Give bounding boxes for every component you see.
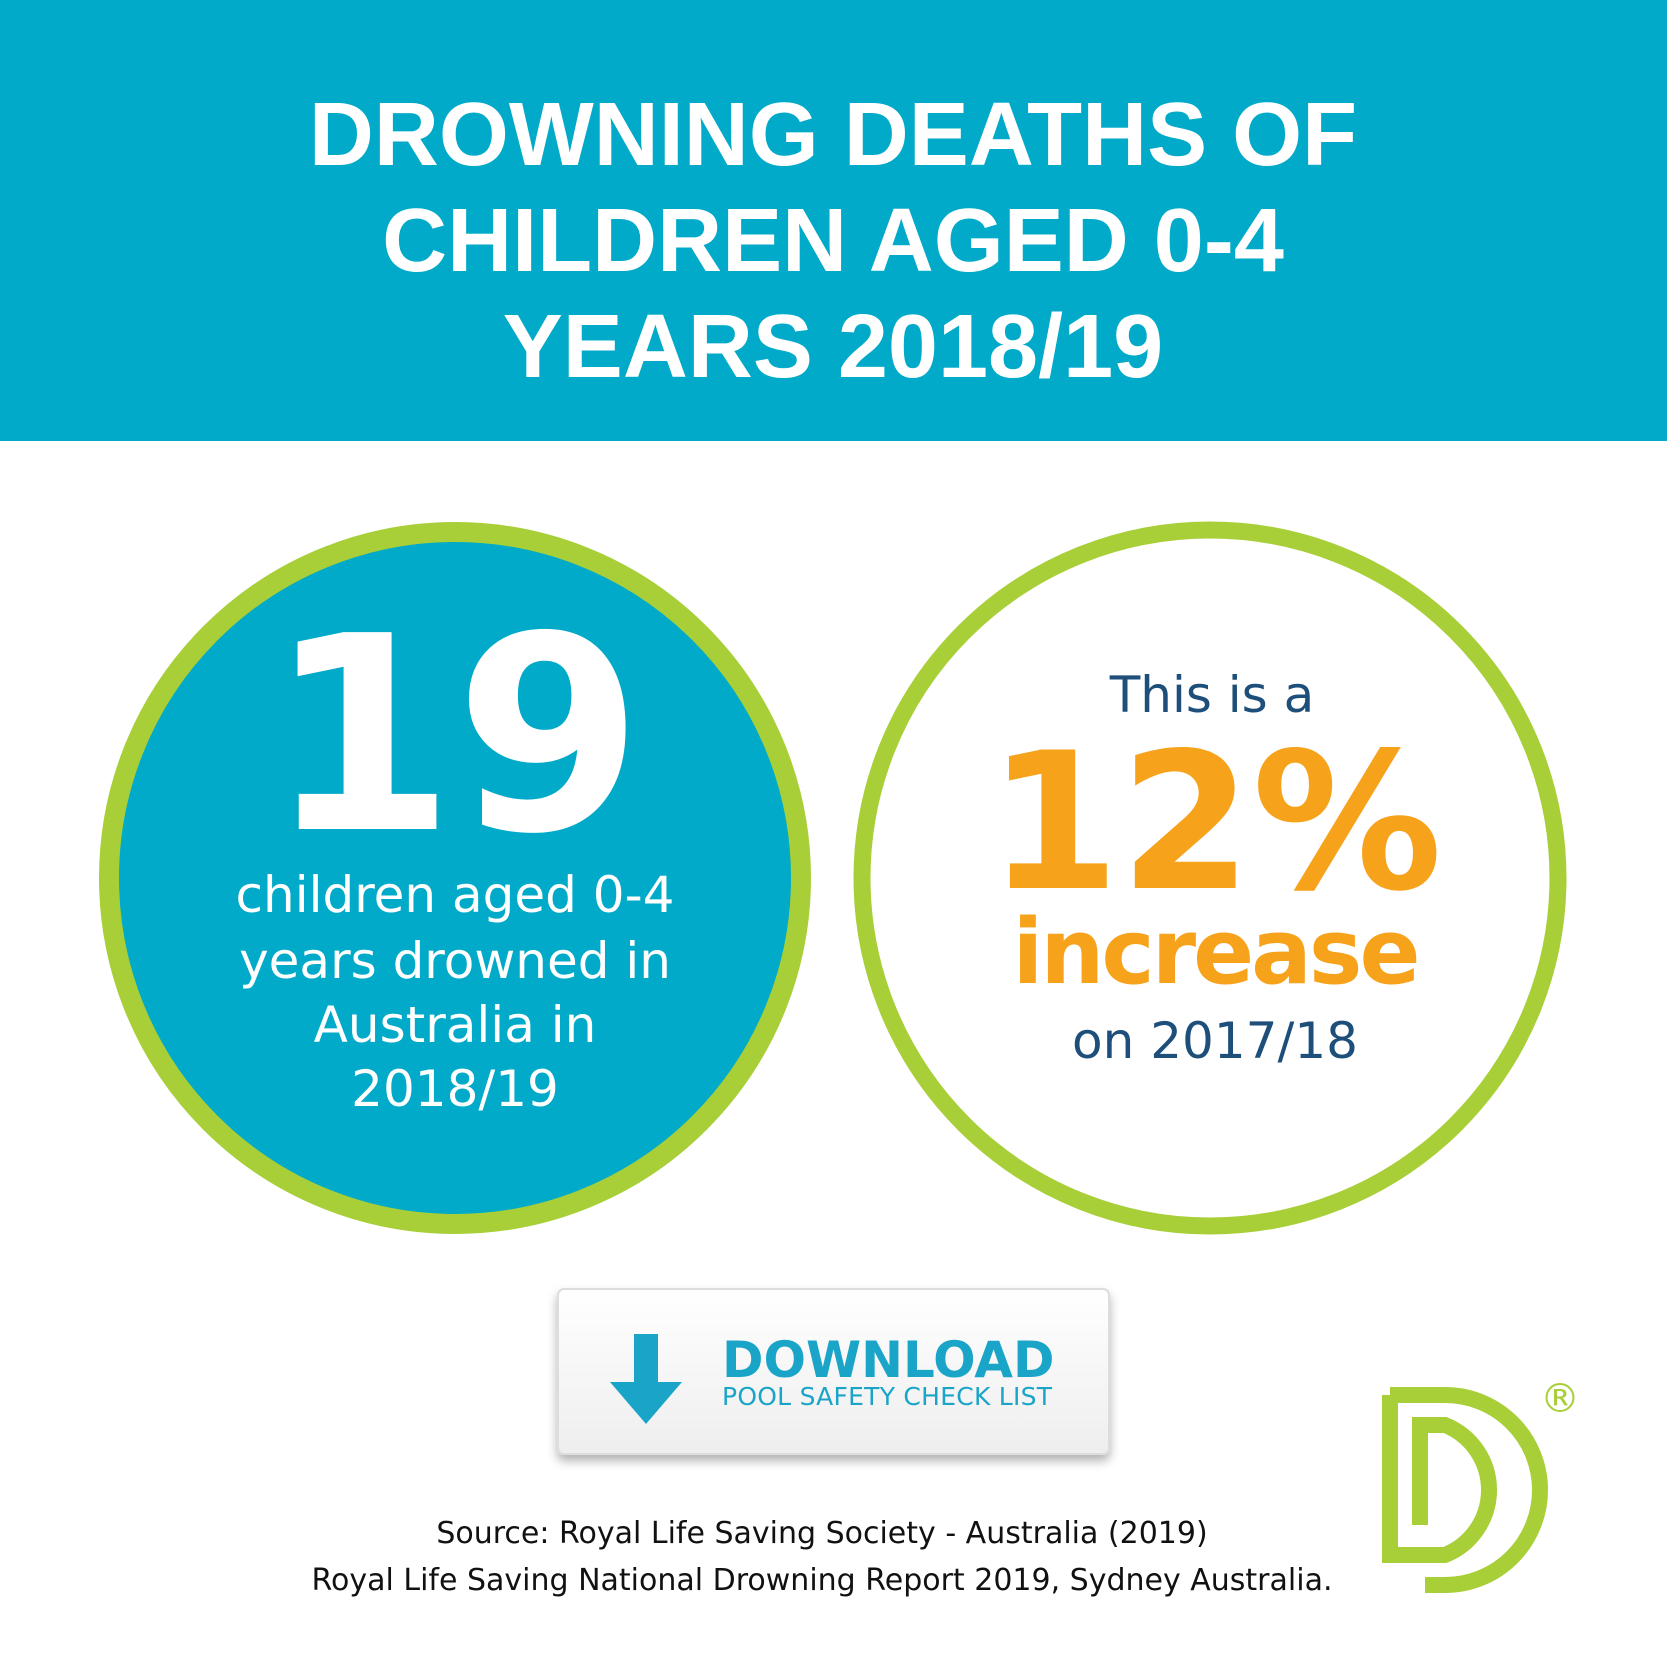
button-sublabel[interactable]: POOL SAFETY CHECK LIST (722, 1382, 1053, 1411)
button-label[interactable]: DOWNLOAD (722, 1331, 1054, 1389)
button-background[interactable] (557, 1288, 1110, 1455)
logo-outer (1390, 1387, 1548, 1593)
stat-text: 2018/19 (351, 1060, 559, 1118)
source-line: Royal Life Saving National Drowning Repo… (312, 1563, 1333, 1598)
logo (1382, 1387, 1548, 1593)
logo-inner (1382, 1395, 1498, 1563)
download-button[interactable] (557, 1288, 1110, 1455)
registered-mark: ® (1540, 1376, 1580, 1422)
header-band (0, 0, 1667, 441)
stat-word: increase (1012, 900, 1417, 1005)
source-line: Source: Royal Life Saving Society - Aust… (436, 1516, 1207, 1551)
stat-number: 19 (267, 578, 643, 893)
download-arrow (610, 1334, 682, 1424)
stat-text: on 2017/18 (1072, 1012, 1358, 1070)
left-circle (99, 522, 811, 1234)
stat-intro: This is a (1109, 666, 1315, 724)
title-line: DROWNING DEATHS OF (309, 85, 1357, 185)
title-line: CHILDREN AGED 0-4 (382, 191, 1284, 291)
stat-text: children aged 0-4 (236, 866, 675, 924)
title-line: YEARS 2018/19 (503, 297, 1163, 397)
stat-text: years drowned in (239, 932, 671, 990)
right-circle (853, 521, 1567, 1235)
stat-number: 12% (988, 712, 1443, 933)
stat-text: Australia in (314, 996, 597, 1054)
